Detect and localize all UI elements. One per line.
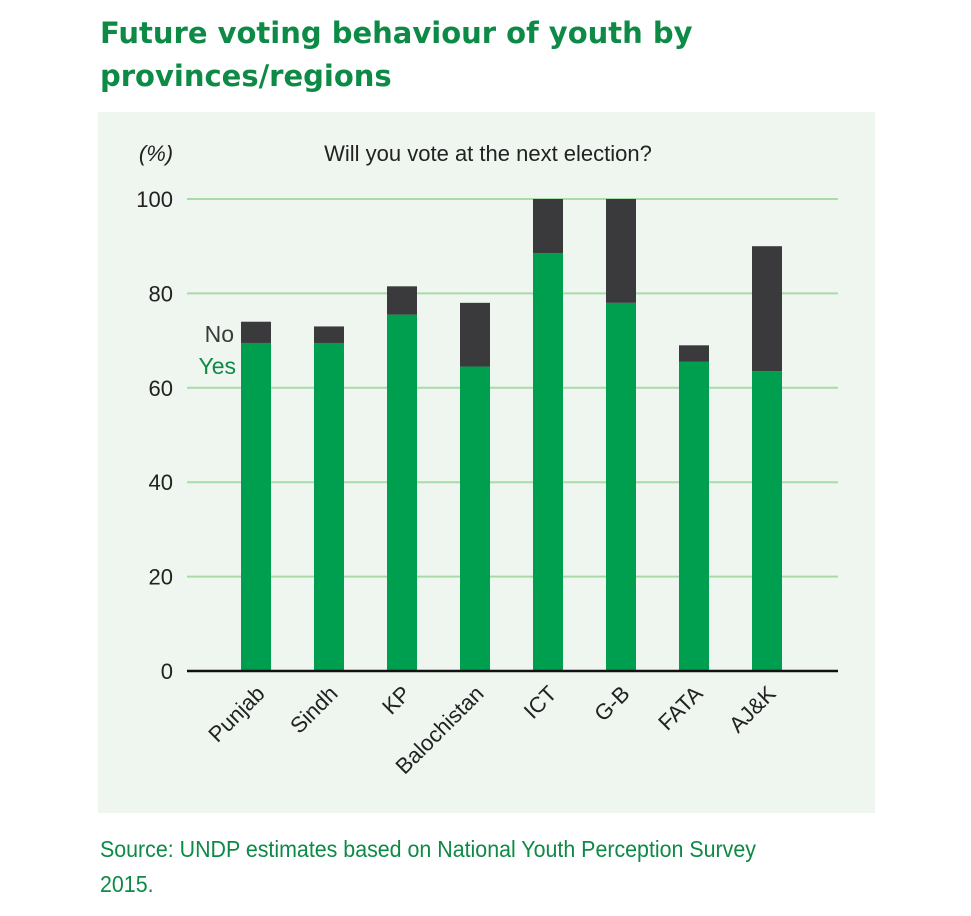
y-tick-label: 60 xyxy=(149,376,173,401)
bar-no-5 xyxy=(606,199,636,303)
y-tick-label: 40 xyxy=(149,470,173,495)
source-note: Source: UNDP estimates based on National… xyxy=(100,832,807,902)
x-tick-label: AJ&K xyxy=(724,681,781,738)
bar-no-6 xyxy=(679,345,709,362)
bar-yes-2 xyxy=(387,314,417,671)
y-tick-label: 20 xyxy=(149,565,173,590)
x-tick-label: ICT xyxy=(519,681,562,724)
bar-yes-7 xyxy=(752,371,782,671)
y-axis-unit-label: (%) xyxy=(139,141,173,166)
chart-title: Will you vote at the next election? xyxy=(324,141,652,166)
x-tick-label: KP xyxy=(377,681,415,719)
x-tick-label: G-B xyxy=(589,681,634,726)
x-tick-label: Sindh xyxy=(285,681,342,738)
x-tick-label: FATA xyxy=(653,681,707,735)
legend-no-label: No xyxy=(205,321,234,347)
bar-yes-0 xyxy=(241,342,271,671)
y-tick-label: 0 xyxy=(161,659,173,684)
bar-yes-6 xyxy=(679,361,709,671)
page-title: Future voting behaviour of youth by prov… xyxy=(100,16,693,93)
x-tick-label: Punjab xyxy=(203,681,269,747)
y-tick-label: 80 xyxy=(149,281,173,306)
bar-no-0 xyxy=(241,321,271,343)
bar-no-1 xyxy=(314,326,344,343)
bar-yes-5 xyxy=(606,302,636,671)
bar-yes-3 xyxy=(460,366,490,671)
source-label: Source: xyxy=(100,836,174,862)
bar-no-3 xyxy=(460,302,490,367)
bar-yes-4 xyxy=(533,253,563,671)
bar-no-2 xyxy=(387,286,417,315)
bar-yes-1 xyxy=(314,342,344,671)
bar-no-4 xyxy=(533,199,563,254)
y-tick-label: 100 xyxy=(136,187,173,212)
source-text: UNDP estimates based on National Youth P… xyxy=(100,836,756,897)
legend-yes-label: Yes xyxy=(198,353,236,379)
bar-no-7 xyxy=(752,246,782,372)
